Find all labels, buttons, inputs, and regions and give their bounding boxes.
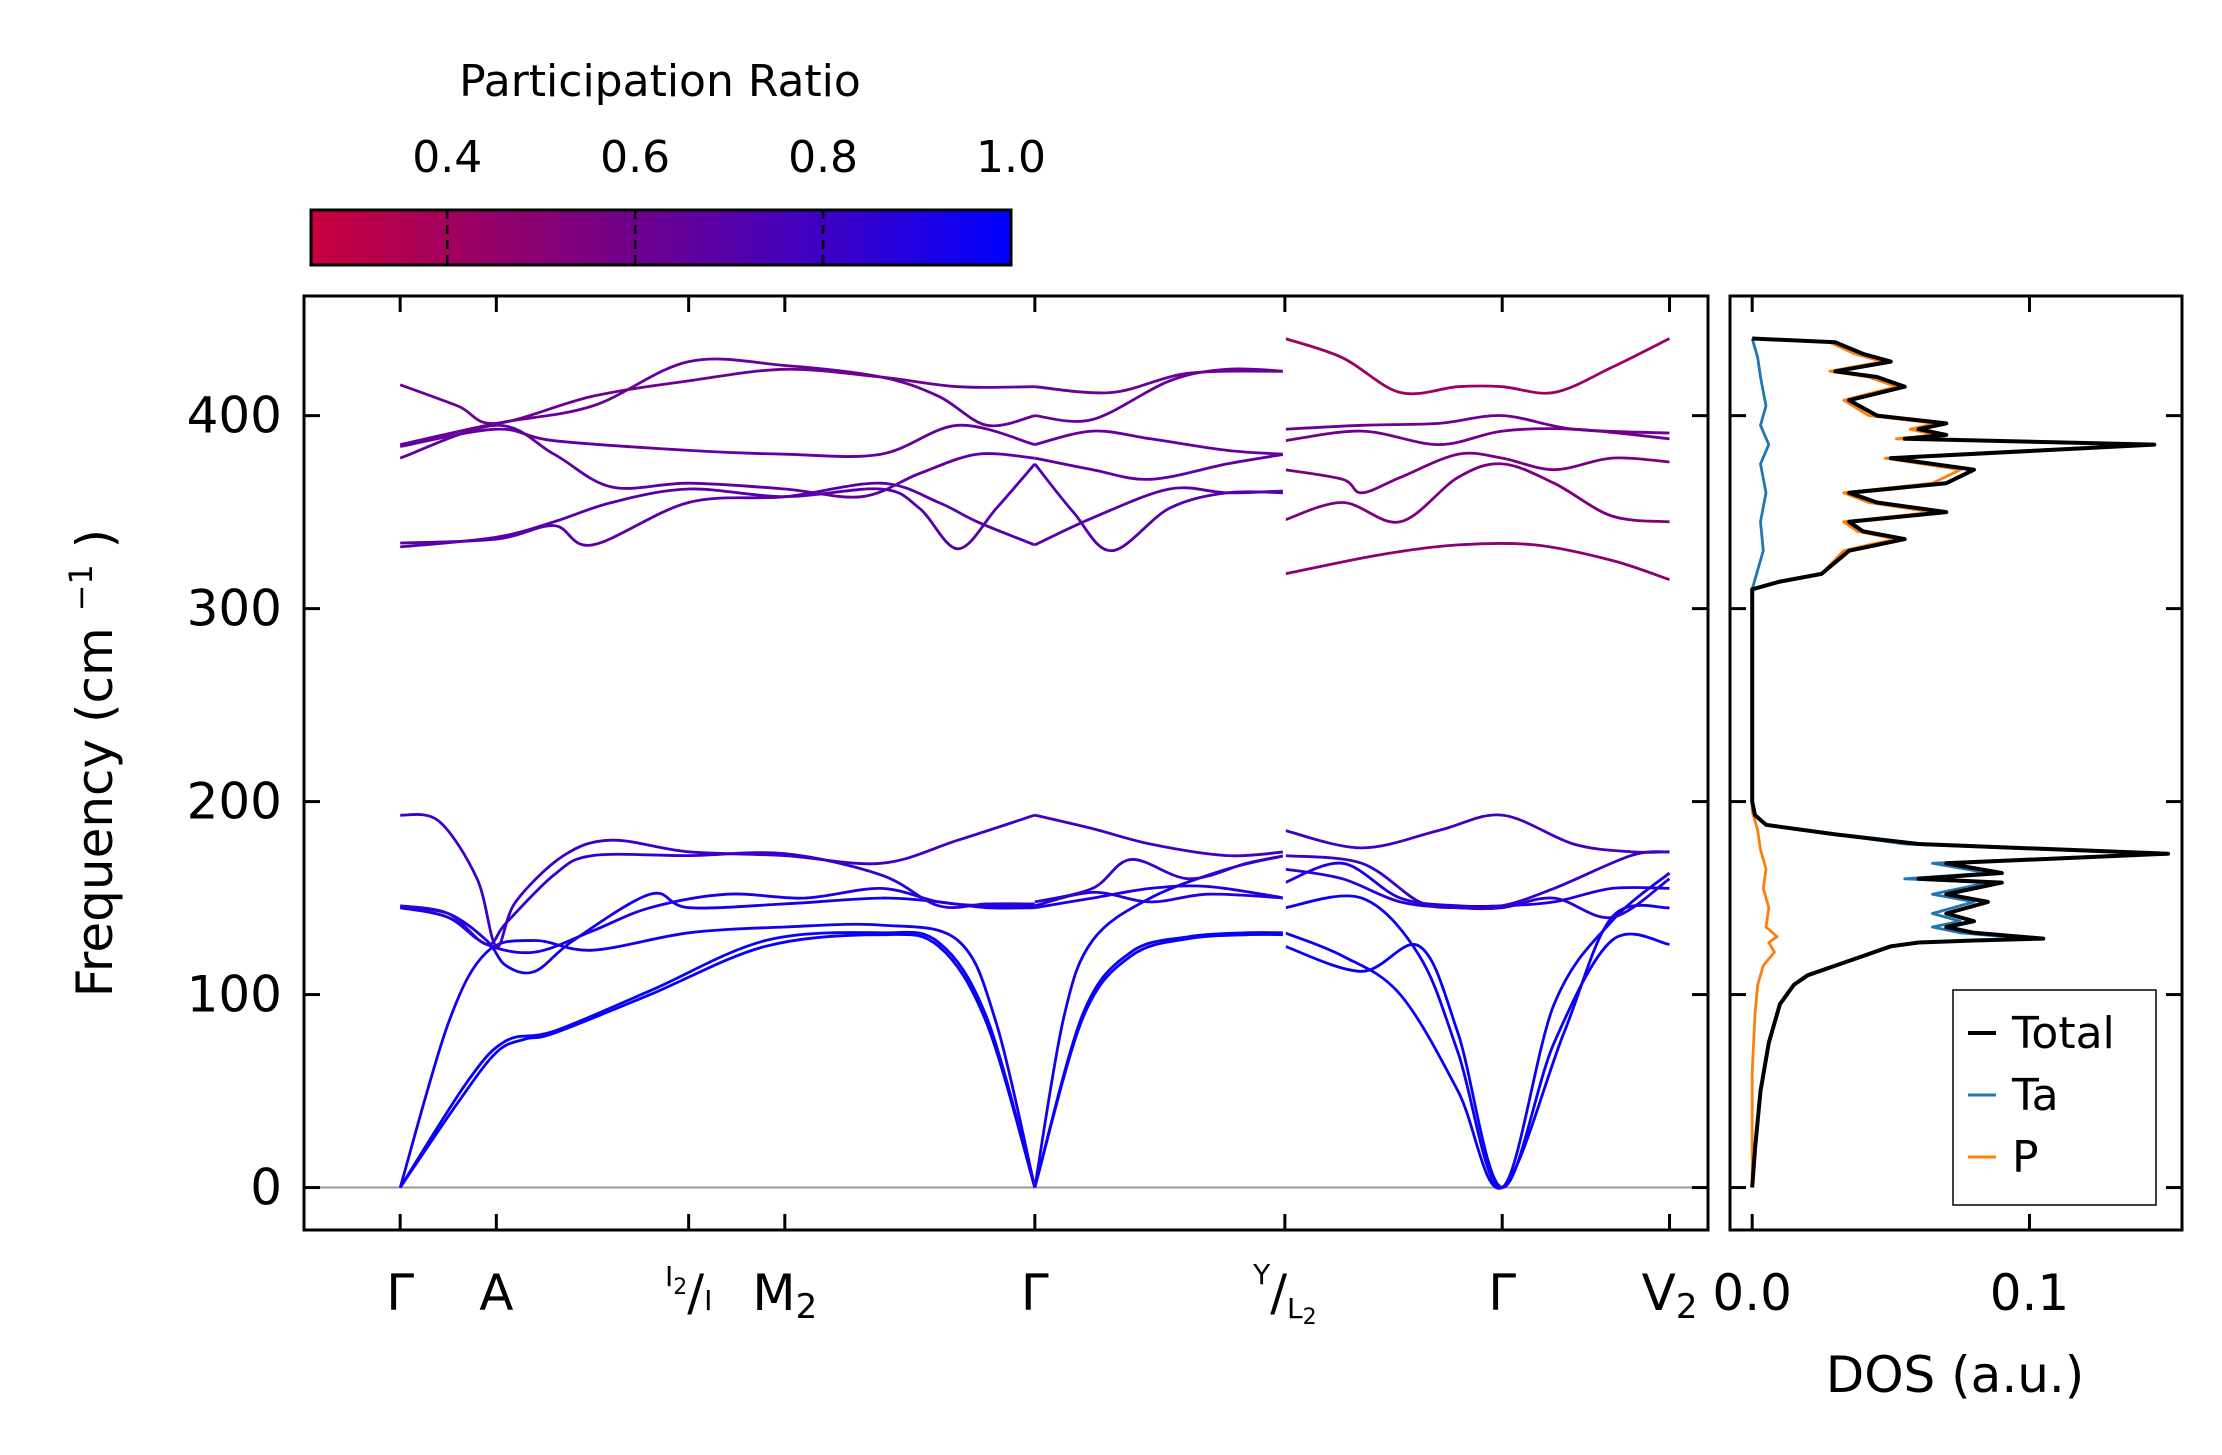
legend: Total Ta P (1952, 989, 2157, 1206)
phonon-branch-seg3-4 (1284, 861, 1670, 908)
phonon-branch-seg1-2 (399, 930, 1037, 1189)
dos-line-total (1750, 336, 2171, 1188)
phonon-branch-seg1-13 (399, 367, 1035, 425)
phonon-branch-seg2-9 (1034, 486, 1285, 547)
y-axis-label-close: ) (66, 529, 124, 549)
x-tick-label: M2 (752, 1264, 817, 1327)
dos-plot-frame (1728, 294, 2184, 1232)
legend-label-ta: Ta (2011, 1070, 2059, 1121)
y-tick-label: 100 (187, 966, 282, 1024)
phonon-branch-seg2-4 (1034, 884, 1286, 910)
colorbar-ticks: 0.4 0.6 0.8 1.0 (412, 132, 1046, 265)
phonon-branch-seg2-11 (1034, 429, 1285, 456)
y-axis-label-unit: (cm (66, 627, 124, 723)
phonon-branch-seg3-9 (1284, 462, 1670, 524)
y-axis-label-text: Frequency (66, 739, 124, 997)
band-structure-axes: 0 100 200 300 400 Γ A I2/I M2 Γ Y/L2 Γ V2 Frequency… (46, 294, 1710, 1330)
x-axis-ticks: Γ A I2/I M2 Γ Y/L2 Γ V2 (386, 296, 1697, 1330)
phonon-branch-seg2-3 (1033, 854, 1286, 1188)
dos-y-ticks (1730, 414, 2182, 1190)
dos-line-p (1750, 337, 2142, 1188)
y-tick-label: 300 (187, 580, 282, 638)
dos-axes: 0.0 0.1 DOS (a.u.) Total Ta P (1712, 294, 2184, 1404)
phonon-branch-seg2-13 (1034, 369, 1285, 395)
x-tick-label: Y/L2 (1252, 1258, 1317, 1330)
phonon-branch-seg3-8 (1284, 541, 1670, 582)
dos-x-ticks: 0.0 0.1 (1712, 296, 2069, 1322)
colorbar-title: Participation Ratio (459, 56, 861, 107)
x-tick-label: Γ (386, 1264, 414, 1322)
phonon-branch-seg1-6 (399, 851, 1035, 946)
phonon-branch-seg3-3 (1284, 871, 1671, 1189)
phonon-branch-seg3-1 (1284, 932, 1670, 1189)
phonon-branch-seg2-2 (1033, 933, 1285, 1188)
y-tick-label: 0 (250, 1159, 282, 1217)
phonon-branch-seg1-9 (400, 481, 1036, 547)
phonon-branch-seg1-8 (400, 462, 1036, 551)
phonon-branch-seg1-7 (399, 813, 1036, 948)
band-plot-frame (302, 294, 1710, 1232)
colorbar-tick-label: 0.8 (788, 132, 858, 183)
y-axis-ticks: 0 100 200 300 400 (187, 387, 1708, 1217)
segment-gap (1282, 297, 1286, 1179)
phonon-branch-seg2-10 (1034, 452, 1286, 481)
phonon-branch-seg2-6 (1034, 854, 1286, 904)
colorbar-tick-label: 0.4 (412, 132, 482, 183)
x-tick-label: V2 (1642, 1264, 1698, 1327)
colorbar-tick-label: 0.6 (600, 132, 670, 183)
y-tick-label: 200 (187, 773, 282, 831)
phonon-branch-seg3-10 (1284, 451, 1670, 495)
phonon-branch-seg3-6 (1284, 850, 1670, 910)
phonon-branch-seg3-13 (1284, 337, 1671, 396)
legend-label-p: P (2012, 1132, 2039, 1183)
legend-frame (1952, 989, 2157, 1206)
phonon-branch-seg3-7 (1284, 813, 1670, 854)
phonon-branch-seg1-10 (399, 423, 1035, 499)
colorbar-tick-label: 1.0 (976, 132, 1046, 183)
dos-x-tick-label: 0.0 (1712, 1264, 1792, 1322)
dos-x-axis-label: DOS (a.u.) (1826, 1346, 2085, 1404)
phonon-branch-seg3-2 (1284, 903, 1670, 1190)
phonon-branch-seg2-12 (1034, 367, 1285, 423)
dos-x-tick-label: 0.1 (1990, 1264, 2070, 1322)
phonon-branch-seg2-1 (1033, 931, 1285, 1188)
x-tick-label: Γ (1488, 1264, 1516, 1322)
x-tick-label: Γ (1021, 1264, 1049, 1322)
phonon-branch-seg3-5 (1284, 867, 1671, 920)
phonon-branch-seg1-1 (399, 933, 1037, 1189)
x-tick-label: I2/I (665, 1260, 712, 1322)
x-tick-label: A (479, 1264, 513, 1322)
phonon-branch-seg2-8 (1033, 463, 1285, 553)
phonon-branch-seg2-7 (1034, 813, 1285, 858)
phonon-branch-seg3-12 (1284, 414, 1670, 435)
phonon-branch-seg1-12 (399, 357, 1036, 446)
colorbar-gradient (309, 208, 1013, 267)
phonon-branch-seg1-3 (398, 922, 1037, 1188)
svg-text:Frequency (c: Frequency (cm −1 ) (46, 529, 124, 997)
colorbar: Participation Ratio 0.4 0.6 0.8 1.0 (309, 56, 1046, 267)
y-axis-label-sup: −1 (62, 564, 100, 611)
phonon-branch-seg1-11 (399, 423, 1036, 458)
y-axis-label: Frequency (cm −1 ) (46, 529, 124, 997)
legend-label-total: Total (2011, 1008, 2115, 1059)
y-tick-label: 400 (187, 387, 282, 445)
